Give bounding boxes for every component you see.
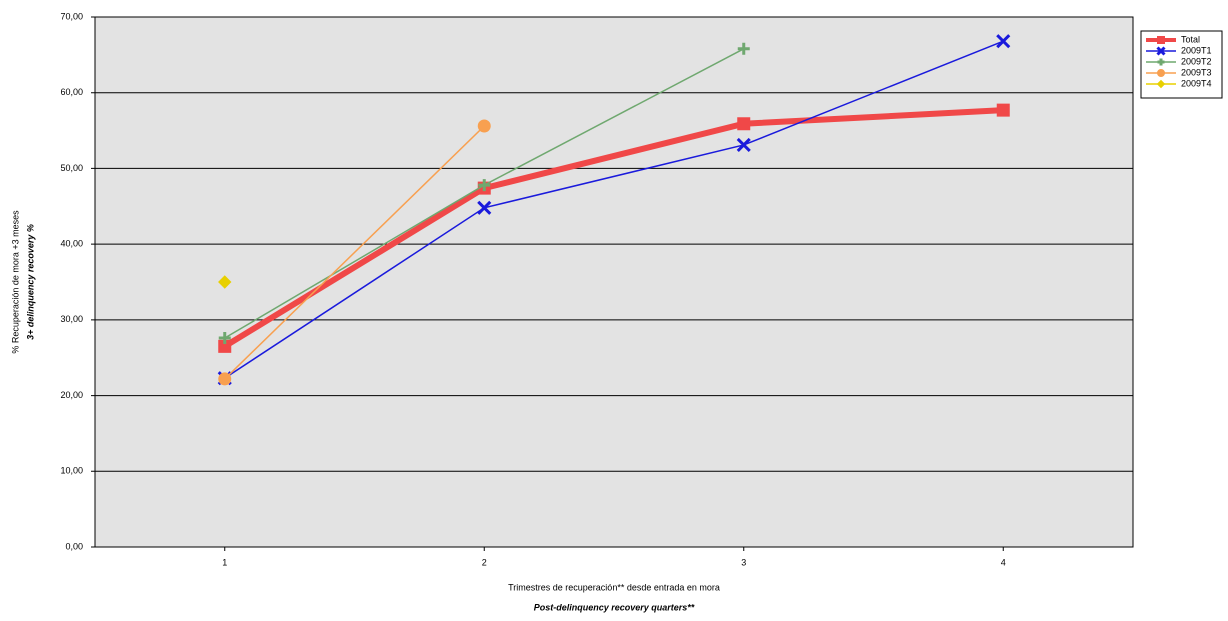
x-axis-sublabel: Post-delinquency recovery quarters**	[534, 602, 695, 612]
marker	[1156, 79, 1166, 89]
marker-shape	[478, 179, 491, 192]
marker-shape	[736, 137, 751, 153]
marker	[477, 200, 492, 215]
marker-shape	[477, 200, 492, 215]
marker-shape	[1156, 46, 1166, 56]
marker	[477, 119, 491, 133]
marker	[996, 103, 1010, 117]
marker	[1157, 36, 1165, 44]
marker-shape	[1156, 79, 1166, 89]
marker	[737, 42, 750, 55]
y-tick-label: 40,00	[60, 239, 83, 249]
y-tick-label: 20,00	[60, 390, 83, 400]
y-tick-label: 60,00	[60, 87, 83, 97]
legend-label: Total	[1181, 34, 1200, 44]
marker	[996, 34, 1011, 49]
x-tick-label: 3	[741, 557, 746, 567]
legend-label: 2009T1	[1181, 45, 1212, 55]
marker	[1156, 46, 1166, 56]
y-tick-label: 30,00	[60, 314, 83, 324]
marker-shape	[477, 119, 491, 133]
marker	[478, 179, 491, 192]
series-line	[224, 125, 485, 380]
y-tick-label: 50,00	[60, 163, 83, 173]
marker-shape	[737, 117, 751, 131]
marker	[1157, 58, 1165, 66]
marker-shape	[996, 34, 1011, 49]
series-line	[223, 107, 1004, 349]
marker	[736, 137, 751, 153]
legend-label: 2009T3	[1181, 67, 1212, 77]
marker	[1157, 69, 1165, 77]
y-tick-label: 70,00	[60, 11, 83, 21]
marker	[218, 332, 231, 345]
y-axis-sublabel: 3+ delinquency recovery %	[25, 224, 35, 340]
marker-shape	[218, 332, 231, 345]
x-axis-label: Trimestres de recuperación** desde entra…	[508, 582, 720, 592]
x-tick-label: 1	[222, 557, 227, 567]
marker	[218, 372, 232, 386]
marker-shape	[218, 372, 232, 386]
x-tick-label: 2	[482, 557, 487, 567]
plot-area	[94, 16, 1134, 548]
marker-shape	[996, 103, 1010, 117]
legend-label: 2009T2	[1181, 56, 1212, 66]
y-tick-label: 10,00	[60, 466, 83, 476]
marker-shape	[218, 275, 232, 289]
legend-box	[1140, 30, 1223, 99]
legend-label: 2009T4	[1181, 78, 1212, 88]
marker	[218, 275, 232, 289]
marker-shape	[1157, 36, 1165, 44]
y-tick-label: 0,00	[65, 541, 83, 551]
marker-shape	[1157, 69, 1165, 77]
y-axis-label: % Recuperación de mora +3 meses	[10, 210, 20, 354]
marker-shape	[737, 42, 750, 55]
x-tick-label: 4	[1001, 557, 1006, 567]
marker	[737, 117, 751, 131]
series-line	[224, 40, 1004, 379]
marker-shape	[1157, 58, 1165, 66]
